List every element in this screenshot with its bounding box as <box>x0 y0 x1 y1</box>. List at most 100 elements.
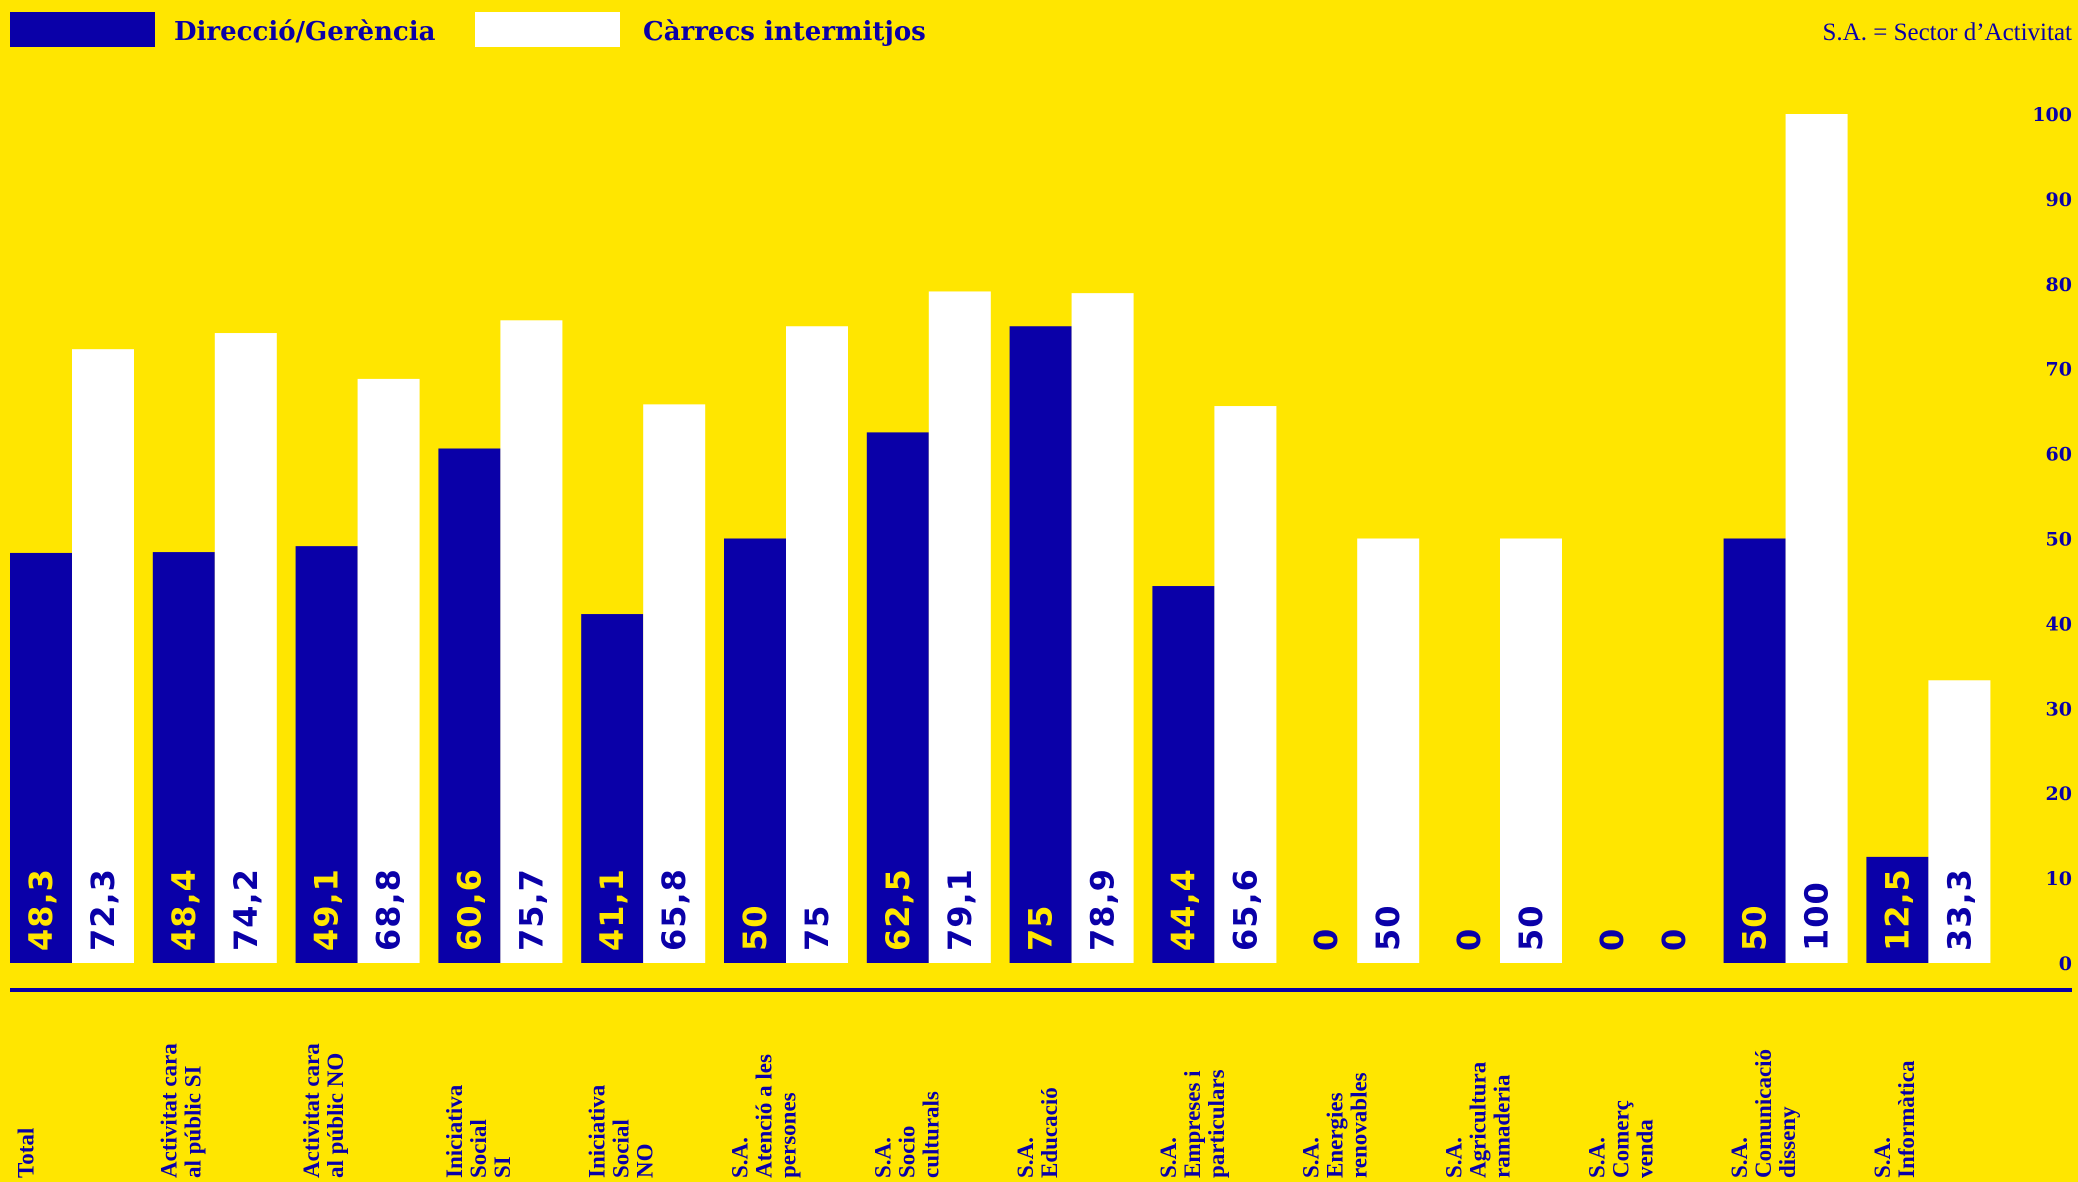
value-label-direccio: 50 <box>1736 904 1774 951</box>
legend-swatch-carrecs <box>475 12 620 47</box>
legend-label-direccio: Direcció/Gerència <box>174 17 436 47</box>
category-label-line: Iniciativa <box>442 1084 467 1178</box>
bar-carrecs-activitat-cara-al-public-no <box>357 378 420 963</box>
category-label-line: S.A. <box>1299 1137 1324 1178</box>
category-label-line: Activitat cara <box>299 1043 324 1178</box>
legend-swatch-direccio <box>10 12 155 47</box>
bar-carrecs-s-a-atencio-a-les-persones <box>786 326 848 963</box>
y-tick-label: 100 <box>2032 104 2072 126</box>
category-label-line: Socio <box>894 1126 919 1178</box>
value-label-direccio: 60,6 <box>450 868 488 951</box>
value-label-carrecs: 65,8 <box>655 868 693 951</box>
value-label-direccio: 48,3 <box>22 868 60 951</box>
category-label-line: persones <box>776 1092 801 1178</box>
category-label-line: S.A. <box>728 1137 753 1178</box>
bar-carrecs-iniciativa-social-si <box>500 320 563 963</box>
category-label-line: S.A. <box>1156 1137 1181 1178</box>
bar-direccio-s-a-comunicacio-disseny <box>1723 538 1786 963</box>
category-label-line: Social <box>609 1119 634 1178</box>
value-label-carrecs: 74,2 <box>227 868 265 951</box>
value-label-carrecs: 50 <box>1512 904 1550 951</box>
bar-direccio-s-a-informatica <box>1866 856 1929 963</box>
value-label-carrecs: 65,6 <box>1226 868 1264 951</box>
value-label-carrecs: 78,9 <box>1084 868 1122 951</box>
bar-direccio-s-a-atencio-a-les-persones <box>724 538 786 963</box>
value-label-direccio: 49,1 <box>308 868 346 951</box>
category-label-line: Atenció a les <box>752 1054 777 1178</box>
bar-direccio-total <box>10 552 72 963</box>
bar-direccio-activitat-cara-al-public-no <box>295 546 358 963</box>
value-label-carrecs: 75,7 <box>512 868 550 951</box>
bar-carrecs-s-a-educacio <box>1071 293 1134 963</box>
y-tick-label: 80 <box>2046 274 2072 296</box>
y-tick-label: 10 <box>2046 868 2072 890</box>
category-label-line: S.A. <box>1584 1137 1609 1178</box>
value-label-carrecs: 0 <box>1655 928 1693 951</box>
bar-carrecs-s-a-comunicacio-disseny <box>1785 114 1848 963</box>
bar-direccio-activitat-cara-al-public-si <box>152 552 215 963</box>
category-label-line: Empreses i <box>1180 1070 1205 1178</box>
value-label-carrecs: 50 <box>1369 904 1407 951</box>
value-label-direccio: 44,4 <box>1164 868 1202 951</box>
y-tick-label: 20 <box>2046 783 2072 805</box>
bar-carrecs-s-a-informatica <box>1928 680 1991 963</box>
bar-direccio-s-a-educacio <box>1009 326 1072 963</box>
value-label-direccio: 75 <box>1022 904 1060 951</box>
category-label-line: venda <box>1632 1119 1657 1178</box>
category-label-line: NO <box>633 1144 658 1179</box>
category-label-line: disseny <box>1775 1106 1800 1178</box>
value-label-direccio: 48,4 <box>165 868 203 951</box>
legend: Direcció/Gerència Càrrecs intermitjos S.… <box>10 12 2072 47</box>
value-label-carrecs: 75 <box>798 904 836 951</box>
y-tick-label: 90 <box>2046 189 2072 211</box>
category-label-line: S.A. <box>1013 1137 1038 1178</box>
category-label-line: S.A. <box>1442 1137 1467 1178</box>
category-label-line: al públic NO <box>323 1053 348 1178</box>
category-label-line: SI <box>490 1156 515 1178</box>
value-label-direccio: 0 <box>1450 928 1488 951</box>
category-label-line: Total <box>14 1128 39 1178</box>
bar-direccio-iniciativa-social-si <box>438 448 501 964</box>
category-label-line: Comunicació <box>1751 1049 1776 1178</box>
bar-direccio-s-a-empreses-i-particulars <box>1152 586 1215 963</box>
category-label-line: Energies <box>1323 1092 1348 1178</box>
value-label-direccio: 41,1 <box>593 868 631 951</box>
category-label-line: al públic SI <box>180 1065 205 1178</box>
category-label-line: S.A. <box>870 1137 895 1178</box>
value-label-carrecs: 100 <box>1798 881 1836 951</box>
category-label-line: Activitat cara <box>156 1043 181 1178</box>
category-label-line: Informàtica <box>1894 1060 1919 1178</box>
x-axis-category-labels: Total Activitat cara al públic SI Activitat… <box>14 1043 1919 1178</box>
value-label-direccio: 50 <box>736 904 774 951</box>
category-label-line: S.A. <box>1870 1137 1895 1178</box>
value-label-carrecs: 68,8 <box>370 868 408 951</box>
bar-carrecs-total <box>72 349 134 964</box>
value-label-carrecs: 79,1 <box>941 868 979 951</box>
bar-carrecs-activitat-cara-al-public-si <box>214 333 277 963</box>
value-label-carrecs: 33,3 <box>1940 868 1978 951</box>
y-tick-label: 30 <box>2046 698 2072 720</box>
y-axis: 0 10 20 30 40 50 60 70 80 90 100 <box>2032 104 2072 975</box>
y-tick-label: 50 <box>2046 529 2072 551</box>
value-label-carrecs: 72,3 <box>84 868 122 951</box>
value-labels-group: 48,3 72,3 48,4 74,2 49,1 68,8 60,6 75,7 41,1 65,8… <box>22 868 1978 951</box>
y-tick-label: 60 <box>2046 444 2072 466</box>
sector-abbreviation-note: S.A. = Sector d’Activitat <box>1823 19 2073 46</box>
bars-group <box>10 114 1991 964</box>
category-label-line: Educació <box>1037 1087 1062 1178</box>
legend-label-carrecs: Càrrecs intermitjos <box>643 17 926 47</box>
category-label-line: Iniciativa <box>585 1084 610 1178</box>
value-label-direccio: 0 <box>1593 928 1631 951</box>
bar-direccio-s-a-socio-culturals <box>866 432 929 963</box>
category-label-line: particulars <box>1204 1069 1229 1178</box>
value-label-direccio: 62,5 <box>879 868 917 951</box>
bar-carrecs-s-a-agricultura-ramaderia <box>1500 538 1562 963</box>
category-label-line: Social <box>466 1119 491 1178</box>
y-tick-label: 40 <box>2046 613 2072 635</box>
category-label-line: Agricultura <box>1466 1061 1491 1178</box>
bar-carrecs-s-a-socio-culturals <box>928 291 991 963</box>
bar-carrecs-s-a-energies-renovables <box>1357 538 1420 963</box>
category-label-line: renovables <box>1347 1072 1372 1178</box>
category-label-line: ramaderia <box>1490 1074 1515 1178</box>
category-label-line: culturals <box>918 1091 943 1178</box>
